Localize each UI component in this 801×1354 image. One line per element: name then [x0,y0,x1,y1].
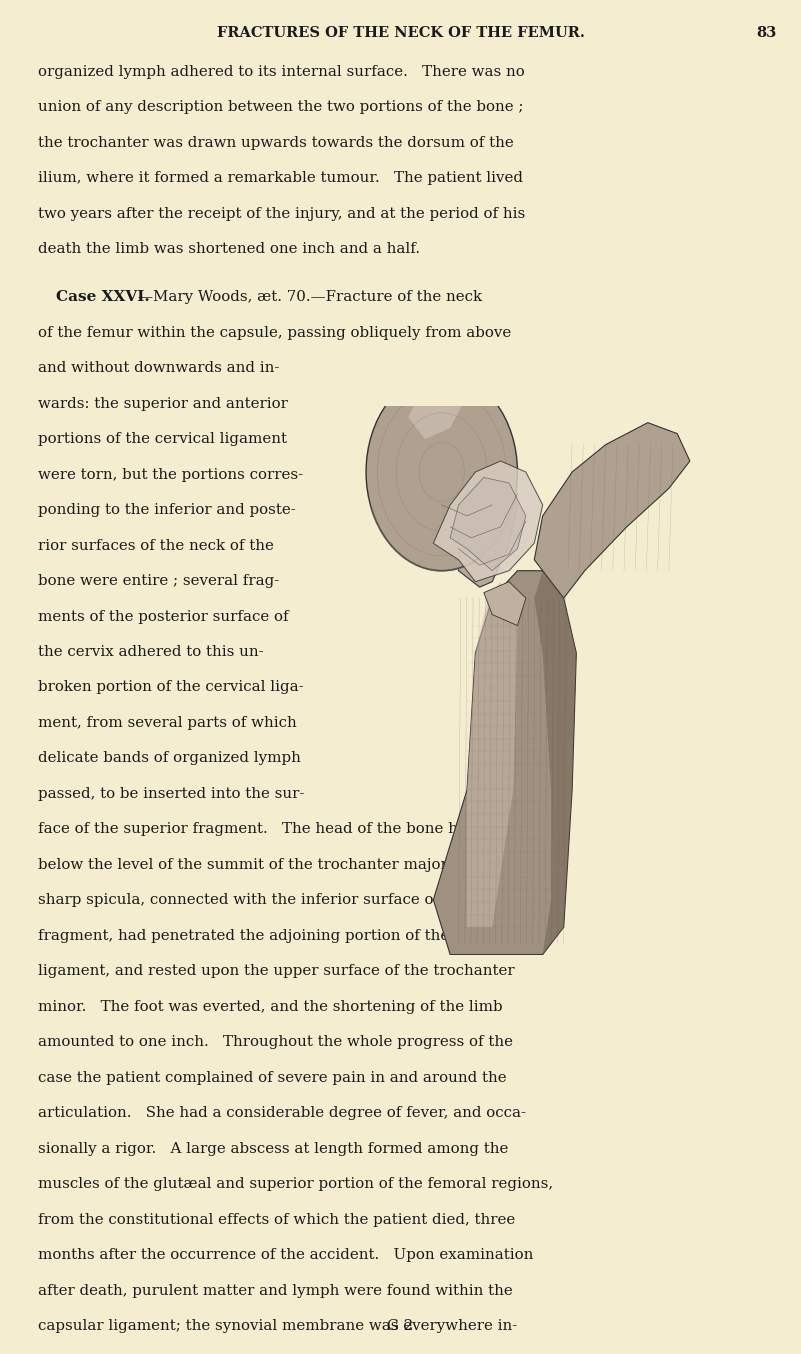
Text: delicate bands of organized lymph: delicate bands of organized lymph [38,751,301,765]
Text: death the limb was shortened one inch and a half.: death the limb was shortened one inch an… [38,242,421,256]
Text: amounted to one inch.   Throughout the whole progress of the: amounted to one inch. Throughout the who… [38,1036,513,1049]
Text: capsular ligament; the synovial membrane was everywhere in-: capsular ligament; the synovial membrane… [38,1319,517,1334]
Polygon shape [408,379,467,439]
Text: two years after the receipt of the injury, and at the period of his: two years after the receipt of the injur… [38,207,525,221]
Text: ponding to the inferior and poste-: ponding to the inferior and poste- [38,504,296,517]
Text: ligament, and rested upon the upper surface of the trochanter: ligament, and rested upon the upper surf… [38,964,515,979]
Text: union of any description between the two portions of the bone ;: union of any description between the two… [38,100,524,115]
Text: organized lymph adhered to its internal surface.   There was no: organized lymph adhered to its internal … [38,65,525,79]
Text: case the patient complained of severe pain in and around the: case the patient complained of severe pa… [38,1071,507,1085]
Text: G 2: G 2 [388,1319,413,1332]
Text: muscles of the glutæal and superior portion of the femoral regions,: muscles of the glutæal and superior port… [38,1177,553,1192]
Text: portions of the cervical ligament: portions of the cervical ligament [38,432,288,447]
Text: ments of the posterior surface of: ments of the posterior surface of [38,609,289,624]
Text: articulation.   She had a considerable degree of fever, and occa-: articulation. She had a considerable deg… [38,1106,526,1120]
Polygon shape [467,582,517,927]
Text: passed, to be inserted into the sur-: passed, to be inserted into the sur- [38,787,305,802]
Text: the cervix adhered to this un-: the cervix adhered to this un- [38,645,264,659]
Polygon shape [484,582,525,626]
Text: were torn, but the portions corres-: were torn, but the portions corres- [38,467,304,482]
Polygon shape [450,460,517,588]
Text: wards: the superior and anterior: wards: the superior and anterior [38,397,288,410]
Text: FRACTURES OF THE NECK OF THE FEMUR.: FRACTURES OF THE NECK OF THE FEMUR. [216,26,585,41]
Polygon shape [433,460,543,582]
Polygon shape [534,571,576,955]
Text: months after the occurrence of the accident.   Upon examination: months after the occurrence of the accid… [38,1248,533,1262]
Circle shape [366,374,517,571]
Text: rior surfaces of the neck of the: rior surfaces of the neck of the [38,539,274,552]
Text: 83: 83 [756,26,777,41]
Text: bone were entire ; several frag-: bone were entire ; several frag- [38,574,280,588]
Text: ilium, where it formed a remarkable tumour.   The patient lived: ilium, where it formed a remarkable tumo… [38,172,523,185]
Text: of the femur within the capsule, passing obliquely from above: of the femur within the capsule, passing… [38,326,512,340]
Text: broken portion of the cervical liga-: broken portion of the cervical liga- [38,681,304,695]
Text: —Mary Woods, æt. 70.—Fracture of the neck: —Mary Woods, æt. 70.—Fracture of the nec… [138,290,482,305]
Text: face of the superior fragment.   The head of the bone had sunk: face of the superior fragment. The head … [38,822,518,837]
Polygon shape [534,422,690,598]
Text: minor.   The foot was everted, and the shortening of the limb: minor. The foot was everted, and the sho… [38,999,503,1014]
Text: and without downwards and in-: and without downwards and in- [38,362,280,375]
Text: from the constitutional effects of which the patient died, three: from the constitutional effects of which… [38,1213,516,1227]
Text: below the level of the summit of the trochanter major, and a: below the level of the summit of the tro… [38,858,498,872]
Text: Case XXVI.: Case XXVI. [56,290,150,305]
Text: fragment, had penetrated the adjoining portion of the capsular: fragment, had penetrated the adjoining p… [38,929,520,942]
Text: sionally a rigor.   A large abscess at length formed among the: sionally a rigor. A large abscess at len… [38,1141,509,1156]
Text: ment, from several parts of which: ment, from several parts of which [38,716,297,730]
Text: the trochanter was drawn upwards towards the dorsum of the: the trochanter was drawn upwards towards… [38,135,514,150]
Polygon shape [433,571,576,955]
Text: after death, purulent matter and lymph were found within the: after death, purulent matter and lymph w… [38,1284,513,1297]
Text: sharp spicula, connected with the inferior surface of the upper: sharp spicula, connected with the inferi… [38,894,519,907]
Polygon shape [450,478,525,571]
